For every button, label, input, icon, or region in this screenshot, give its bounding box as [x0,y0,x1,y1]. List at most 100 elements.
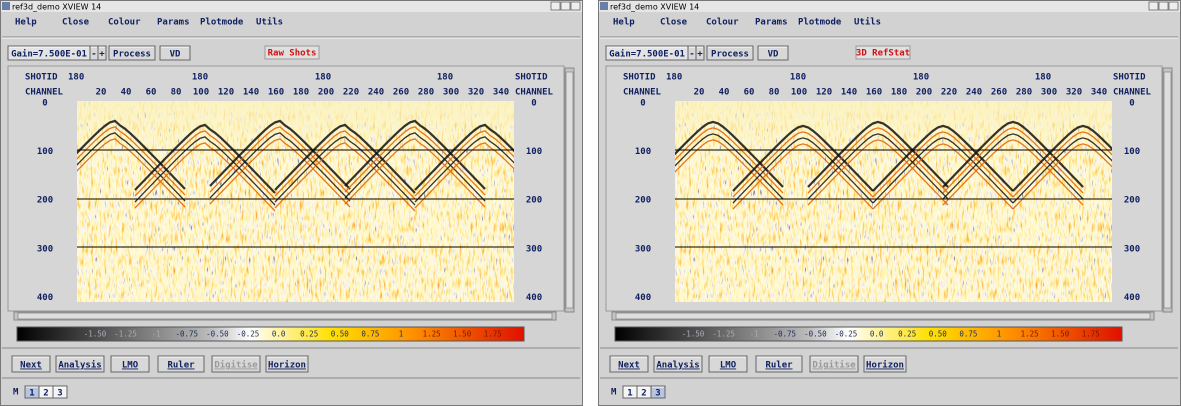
reflection [872,131,1014,198]
gain-plus[interactable]: + [695,45,705,61]
menu-item[interactable]: Close [660,18,688,28]
depth-tick: 300 [635,244,651,254]
reflection [134,130,276,200]
channel-tick: 300 [443,88,459,98]
action-button-face [708,355,748,373]
action-button[interactable]: LMO [110,355,150,373]
channel-tick: 60 [744,88,755,98]
channel-tick: 20 [96,88,107,98]
action-button[interactable]: Horizon [265,355,309,373]
action-button-label: Next [618,361,640,371]
menu-item[interactable]: Utils [256,17,283,28]
action-button[interactable]: Analysis [653,355,703,373]
page-button[interactable]: 1 [24,385,40,399]
menu-item[interactable]: Params [157,18,190,28]
reflection [209,138,351,208]
channel-tick: 140 [841,88,857,98]
gain-field[interactable]: Gain=7.500E-01 [605,45,689,61]
reflection [942,139,1084,206]
reflection [77,126,186,196]
action-button-label: Analysis [58,360,101,371]
colour-bar-label: 1 [399,330,404,339]
colour-bar [16,326,525,342]
menu-item[interactable]: Plotmode [798,18,842,28]
action-button-label: Analysis [656,360,699,371]
gain-field[interactable]: Gain=7.500E-01 [7,45,91,61]
mode-label-text: Raw Shots [268,49,317,59]
page-button[interactable]: 3 [650,385,666,399]
channel-tick: 180 [891,88,907,98]
process-button[interactable]: Process [108,45,156,61]
menu-item[interactable]: Params [755,18,788,28]
menu-item[interactable]: Close [62,18,90,28]
menu-item[interactable]: Help [613,18,635,28]
page-button[interactable]: 2 [636,385,652,399]
action-button-face [11,355,51,373]
shotid-label: SHOTID [25,73,58,83]
action-button[interactable]: Next [609,355,649,373]
colour-bar-label: -0.25 [835,330,858,339]
reflection [807,139,949,206]
vd-button[interactable]: VD [757,45,789,61]
v-thumb[interactable] [565,71,574,309]
depth-tick: 100 [635,147,651,157]
v-thumb[interactable] [1163,71,1172,309]
page-label: M [13,388,19,398]
page-button[interactable]: 2 [38,385,54,399]
page-button[interactable]: 1 [622,385,638,399]
action-button-label: LMO [122,361,139,371]
gain-minus[interactable]: - [687,45,697,61]
shot-label: 180 [790,73,806,83]
window-control[interactable] [570,1,581,11]
colour-bar-label: -1.50 [84,330,107,339]
action-button[interactable]: Analysis [55,355,105,373]
colour-bar-label: 1.75 [1082,330,1100,339]
colour-bar-label: 1.50 [453,330,472,339]
seismic-image [77,101,514,302]
h-thumb[interactable] [17,312,553,320]
h-thumb[interactable] [615,312,1151,320]
reflection [732,124,874,192]
colour-bar-label: -0.75 [774,330,797,339]
colour-bar-label: 1.25 [1021,330,1039,339]
reflection [274,142,416,212]
menu-item[interactable]: Help [15,18,37,28]
menu-item[interactable]: Colour [108,18,141,28]
reflection [872,143,1014,210]
colour-bar-label: 0.75 [959,330,977,339]
mode-label: 3D RefStat [855,45,911,60]
channel-tick: 220 [941,88,957,98]
channel-tick: 120 [816,88,832,98]
colour-bar-label: 0.50 [929,330,948,339]
colour-bar-label: -1.25 [114,330,137,339]
action-button[interactable]: Horizon [863,355,907,373]
reflection [732,137,874,204]
gain-minus[interactable]: - [89,45,99,61]
window-control[interactable] [1148,1,1159,11]
window-control[interactable] [560,1,571,11]
window-control[interactable] [1158,1,1169,11]
vd-button[interactable]: VD [159,45,191,61]
channel-tick: 340 [1091,88,1107,98]
depth-tick: 200 [635,196,651,206]
action-button[interactable]: Ruler [755,355,803,373]
process-button[interactable]: Process [706,45,754,61]
action-button[interactable]: LMO [708,355,748,373]
action-button[interactable]: Ruler [157,355,205,373]
reflection [344,126,486,196]
channel-label: CHANNEL [623,88,662,98]
window-control[interactable] [550,1,561,11]
window-control[interactable] [1168,1,1179,11]
process-button-label: Process [113,50,151,60]
action-button[interactable]: Next [11,355,51,373]
depth-tick: 200 [526,196,542,206]
gain-plus[interactable]: + [97,45,107,61]
menu-item[interactable]: Plotmode [200,18,244,28]
reflection [872,137,1014,204]
reflection [732,131,874,198]
page-button[interactable]: 3 [52,385,68,399]
menu-item[interactable]: Colour [706,18,739,28]
reflection [942,120,1084,188]
menu-item[interactable]: Utils [854,17,881,28]
colour-bar-label: -0.50 [804,330,827,339]
